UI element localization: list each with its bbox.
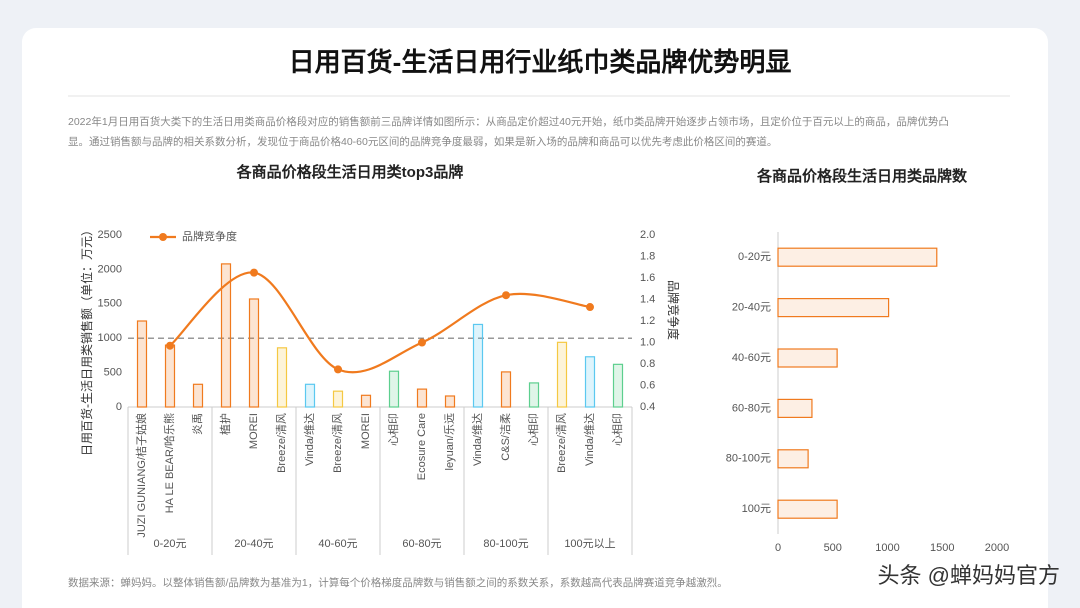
x-tick-label: 心相印 bbox=[611, 413, 624, 446]
y2-tick-label: 1.0 bbox=[640, 336, 655, 348]
bar bbox=[276, 347, 288, 408]
x-tick-label: Vinda/维达 bbox=[583, 413, 596, 466]
watermark: 头条 @蝉妈妈官方 bbox=[878, 563, 1060, 588]
bar bbox=[304, 383, 316, 408]
group-label: 100元以上 bbox=[564, 537, 615, 550]
x-tick-label: HA LE BEAR/哈乐熊 bbox=[162, 413, 176, 513]
y-tick-label: 1000 bbox=[98, 332, 122, 344]
y-tick-label: 20-40元 bbox=[732, 302, 771, 314]
x-tick-label: Vinda/维达 bbox=[303, 413, 316, 466]
x-tick-label: MOREI bbox=[248, 413, 260, 449]
chart-title: 各商品价格段生活日用类top3品牌 bbox=[236, 163, 464, 181]
y-tick-label: 0-20元 bbox=[738, 251, 771, 263]
bar bbox=[136, 320, 148, 408]
y-tick-label: 0 bbox=[116, 401, 122, 413]
x-tick-label: Breeze/清风 bbox=[331, 413, 344, 473]
line-point bbox=[418, 338, 426, 347]
line-point bbox=[502, 291, 510, 300]
x-tick-label: Ecosure Care bbox=[416, 413, 428, 480]
line-point bbox=[166, 341, 174, 350]
bar bbox=[360, 394, 372, 408]
bar bbox=[777, 247, 938, 267]
line-point bbox=[250, 268, 258, 277]
y-tick-label: 100元 bbox=[742, 503, 771, 515]
bar bbox=[444, 395, 456, 408]
y2-axis-label: 品牌竞争度 bbox=[666, 280, 681, 340]
y2-tick-label: 0.6 bbox=[640, 379, 655, 391]
bar bbox=[777, 499, 838, 519]
y-tick-label: 60-80元 bbox=[732, 402, 771, 414]
y-axis-label: 日用百货-生活日用类销售额（单位：万元） bbox=[79, 224, 94, 456]
y-tick-label: 80-100元 bbox=[726, 453, 771, 465]
x-tick-label: MOREI bbox=[360, 413, 372, 449]
x-tick-label: 1000 bbox=[875, 542, 899, 554]
bar bbox=[416, 388, 428, 408]
y2-tick-label: 1.8 bbox=[640, 250, 655, 262]
bar bbox=[500, 371, 512, 408]
bar bbox=[248, 298, 260, 408]
y2-tick-label: 0.8 bbox=[640, 358, 655, 370]
x-tick-label: 0 bbox=[775, 542, 781, 554]
bar bbox=[777, 398, 813, 418]
y-tick-label: 40-60元 bbox=[732, 352, 771, 364]
y2-tick-label: 1.2 bbox=[640, 315, 655, 327]
group-label: 40-60元 bbox=[318, 538, 357, 550]
x-tick-label: Breeze/清风 bbox=[275, 413, 288, 473]
bar bbox=[472, 323, 484, 408]
x-tick-label: 心相印 bbox=[387, 413, 400, 446]
legend-label: 品牌竞争度 bbox=[182, 229, 237, 243]
x-tick-label: Breeze/清风 bbox=[555, 413, 568, 473]
x-tick-label: 植护 bbox=[218, 413, 232, 435]
bar bbox=[556, 341, 568, 408]
bar bbox=[777, 449, 809, 469]
bar bbox=[777, 348, 838, 368]
bar bbox=[777, 298, 890, 318]
bar bbox=[164, 344, 176, 408]
bar bbox=[332, 390, 344, 408]
y2-tick-label: 2.0 bbox=[640, 229, 655, 241]
page-title: 日用百货-生活日用行业纸巾类品牌优势明显 bbox=[289, 47, 792, 77]
y2-tick-label: 1.4 bbox=[640, 293, 655, 305]
y-tick-label: 2000 bbox=[98, 263, 122, 275]
bar bbox=[528, 382, 540, 408]
x-tick-label: Vinda/维达 bbox=[471, 413, 484, 466]
bar bbox=[192, 383, 204, 408]
y-tick-label: 2500 bbox=[98, 229, 122, 241]
line-point bbox=[334, 365, 342, 374]
y2-tick-label: 1.6 bbox=[640, 272, 655, 284]
group-label: 20-40元 bbox=[234, 538, 273, 550]
x-tick-label: JUZI GUNIANG/桔子姑娘 bbox=[134, 413, 148, 538]
bar bbox=[612, 363, 624, 408]
footer: 数据来源：蝉妈妈。以整体销售额/品牌数为基准为1，计算每个价格梯度品牌数与销售额… bbox=[68, 576, 728, 589]
x-tick-label: 1500 bbox=[930, 542, 954, 554]
y-tick-label: 1500 bbox=[98, 298, 122, 310]
legend-swatch bbox=[159, 233, 167, 241]
x-tick-label: 500 bbox=[824, 542, 842, 554]
x-tick-label: leyuan/乐远 bbox=[443, 413, 456, 470]
line-point bbox=[586, 303, 594, 312]
bar bbox=[584, 356, 596, 408]
x-tick-label: 心相印 bbox=[527, 413, 540, 446]
group-label: 80-100元 bbox=[483, 538, 528, 550]
x-tick-label: C&S/洁柔 bbox=[499, 413, 512, 461]
card bbox=[22, 28, 1048, 608]
bar bbox=[220, 263, 232, 408]
bar bbox=[388, 370, 400, 408]
x-tick-label: 2000 bbox=[985, 542, 1009, 554]
group-label: 0-20元 bbox=[153, 538, 186, 550]
x-tick-label: 炎禹 bbox=[191, 413, 204, 435]
chart-title: 各商品价格段生活日用类品牌数 bbox=[756, 167, 968, 185]
y2-tick-label: 0.4 bbox=[640, 401, 655, 413]
group-label: 60-80元 bbox=[402, 538, 441, 550]
description: 2022年1月日用百货大类下的生活日用类商品价格段对应的销售额前三品牌详情如图所… bbox=[68, 115, 949, 128]
y-tick-label: 500 bbox=[104, 367, 122, 379]
description: 显。通过销售额与品牌的相关系数分析，发现位于商品价格40-60元区间的品牌竞争度… bbox=[68, 135, 777, 148]
